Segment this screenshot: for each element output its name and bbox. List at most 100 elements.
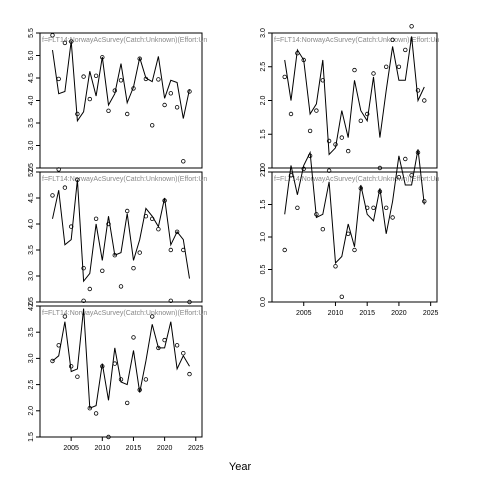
observed-point [162, 102, 167, 108]
observed-point [307, 128, 313, 134]
observed-point [409, 24, 414, 29]
y-tick-label: 4.0 [28, 219, 35, 229]
observed-point [390, 37, 395, 42]
observed-point [282, 247, 287, 253]
observed-point [81, 266, 86, 271]
panel-label: f=FLT14:NorwayAcSurvey(Catch:Unknown)(Ef… [42, 176, 207, 183]
observed-point [137, 250, 142, 255]
y-tick-label: 3.0 [28, 271, 35, 281]
observed-point [162, 337, 167, 343]
observed-point [62, 40, 68, 46]
observed-point [62, 314, 68, 319]
observed-point [56, 167, 61, 172]
y-tick-label: 0.0 [260, 297, 267, 307]
observed-point [174, 105, 180, 110]
y-tick-label: 2.5 [28, 380, 35, 390]
observed-point [143, 213, 149, 219]
y-tick-label: 2.5 [260, 62, 267, 72]
observed-point [87, 406, 92, 411]
observed-point [131, 335, 136, 340]
observed-point [68, 364, 74, 369]
x-tick-label: 2020 [157, 445, 173, 452]
fitted-line [52, 41, 190, 123]
observed-point [295, 51, 300, 56]
observed-point [156, 226, 161, 232]
observed-point [174, 229, 180, 234]
observed-point [371, 205, 376, 210]
y-tick-label: 3.0 [260, 28, 267, 38]
x-tick-label: 2010 [95, 445, 111, 452]
observed-point [396, 174, 402, 180]
observed-point [50, 358, 55, 364]
observed-point [320, 78, 325, 83]
observed-point [68, 39, 74, 44]
observed-point [181, 351, 186, 356]
observed-point [320, 226, 325, 232]
observed-point [352, 247, 357, 253]
x-axis-title: Year [229, 461, 252, 473]
panel-2: 1.0 1.5 2.0 2.5 3.0 f=FLT14:NorwayAcSurvey(Ca… [260, 24, 439, 173]
observed-point [93, 411, 99, 416]
observed-point [415, 88, 421, 93]
y-tick-label: 3.5 [28, 118, 35, 128]
y-tick-label: 4.5 [28, 193, 35, 203]
observed-point [168, 91, 173, 96]
y-tick-label: 2.5 [28, 163, 35, 173]
y-tick-label: 5.0 [28, 167, 35, 177]
y-tick-label: 0.5 [260, 265, 267, 275]
observed-point [326, 138, 332, 144]
y-tick-label: 1.0 [260, 163, 267, 173]
observed-point [288, 111, 294, 117]
y-tick-label: 5.0 [28, 51, 35, 61]
y-tick-label: 4.5 [28, 73, 35, 83]
observed-point [100, 55, 105, 60]
observed-point [314, 212, 319, 217]
x-tick-label: 2005 [63, 445, 79, 452]
observed-point [112, 88, 117, 93]
observed-point [149, 314, 155, 319]
x-tick-label: 2010 [328, 310, 344, 317]
observed-point [282, 74, 287, 80]
observed-point [62, 185, 68, 190]
panel-1: 2.5 3.0 3.5 4.0 4.5 5.0 5.5 f=FLT14:NorwayAcSur… [28, 28, 207, 173]
observed-point [181, 159, 186, 164]
panel-3: 2.5 3.0 3.5 4.0 4.5 5.0 f=FLT14:NorwayAcSurvey… [28, 167, 207, 307]
observed-point [87, 286, 92, 292]
panel-label: f=FLT14:NorwayAcSurvey(Catch:Unknown)(Ef… [274, 176, 439, 183]
observed-point [156, 345, 161, 351]
y-tick-label: 3.0 [28, 141, 35, 151]
observed-point [371, 71, 376, 76]
observed-point [106, 221, 111, 227]
observed-point [87, 96, 92, 102]
observed-point [168, 298, 173, 303]
panel-4: 0.0 0.5 1.0 1.5 2.0 2005 2010 2015 2020 2025 f=FLT… [260, 149, 439, 317]
observed-point [112, 361, 117, 366]
observed-point [346, 231, 351, 236]
observed-point [346, 148, 351, 154]
panel-frame [39, 305, 203, 438]
observed-point [358, 186, 363, 191]
observed-point [100, 364, 105, 369]
observed-point [384, 205, 389, 210]
y-tick-label: 1.5 [260, 129, 267, 139]
observed-point [168, 247, 173, 253]
observed-point [137, 56, 142, 61]
observed-point [124, 208, 130, 214]
observed-point [422, 98, 427, 103]
y-tick-label: 4.0 [28, 96, 35, 106]
observed-point [50, 193, 55, 198]
observed-point [187, 89, 192, 94]
observed-point [143, 377, 149, 382]
observed-point [352, 67, 357, 73]
observed-point [377, 189, 383, 194]
observed-point [112, 252, 117, 258]
x-tick-label: 2025 [423, 310, 439, 317]
observed-point [56, 343, 61, 348]
observed-point [118, 78, 124, 83]
observed-point [314, 108, 319, 113]
observed-point [384, 64, 389, 69]
y-tick-label: 2.0 [28, 406, 35, 416]
observed-point [377, 165, 383, 171]
fitted-line [52, 179, 190, 283]
